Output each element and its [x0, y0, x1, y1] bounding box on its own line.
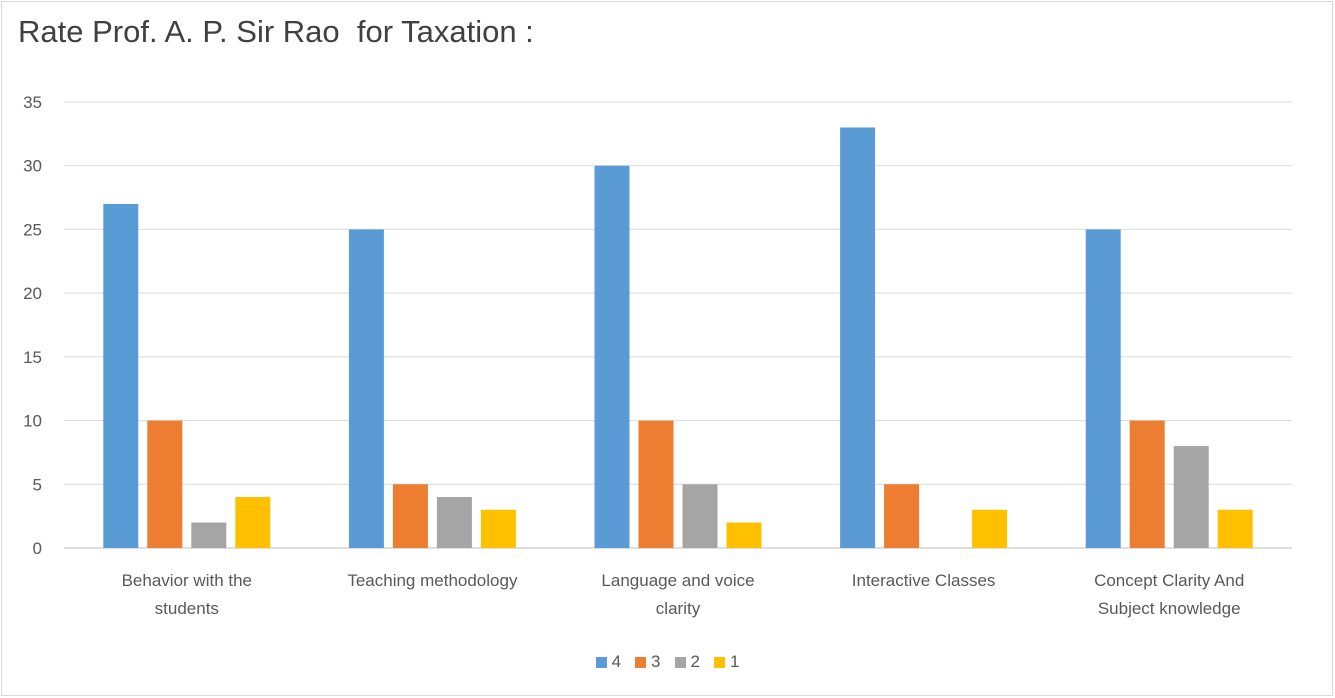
bar-series-2: [191, 522, 227, 548]
bar-series-2: [1173, 446, 1209, 548]
x-category-label: Behavior with the students: [122, 571, 252, 618]
bar-series-4: [103, 203, 139, 548]
legend-label: 1: [729, 652, 740, 671]
x-category-label: Language and voice clarity: [601, 571, 754, 618]
bar-series-2: [682, 484, 718, 548]
y-tick-label: 20: [23, 284, 42, 303]
bar-series-3: [884, 484, 920, 548]
legend-swatch: [635, 656, 647, 668]
legend-swatch: [713, 656, 725, 668]
bar-series-4: [594, 165, 630, 548]
legend-label: 4: [611, 652, 622, 671]
chart-title: Rate Prof. A. P. Sir Rao for Taxation :: [18, 14, 534, 49]
bar-series-4: [1085, 229, 1121, 548]
bar-series-1: [972, 509, 1008, 548]
bar-series-1: [480, 509, 516, 548]
legend-item: 4: [595, 652, 622, 672]
y-tick-label: 0: [33, 539, 42, 558]
bar-series-3: [1129, 420, 1165, 548]
bar-series-1: [235, 497, 271, 548]
x-category-label: Concept Clarity And Subject knowledge: [1094, 571, 1244, 618]
y-tick-label: 30: [23, 157, 42, 176]
legend-label: 2: [690, 652, 700, 671]
y-tick-label: 10: [23, 412, 42, 431]
legend-item: 3: [635, 652, 661, 672]
legend-swatch: [595, 656, 607, 668]
y-tick-label: 25: [23, 220, 42, 239]
legend-item: 1: [713, 652, 740, 672]
x-category-label: Interactive Classes: [852, 571, 996, 590]
legend-label: 3: [651, 652, 661, 671]
legend: 4 3 2 1: [0, 652, 1335, 672]
y-tick-label: 5: [33, 475, 42, 494]
legend-swatch: [674, 656, 686, 668]
bar-series-4: [348, 229, 384, 548]
bar-series-3: [392, 484, 428, 548]
y-axis-ticks: 0 5 10 15 20 25 30 35: [23, 93, 42, 558]
bar-series-1: [726, 522, 762, 548]
y-tick-label: 35: [23, 93, 42, 112]
bar-series-3: [638, 420, 674, 548]
bar-series-2: [436, 497, 472, 548]
bars: [103, 127, 1253, 548]
legend-item: 2: [674, 652, 700, 672]
x-axis-labels: Behavior with the students Teaching method…: [122, 571, 1245, 618]
bar-series-1: [1217, 509, 1253, 548]
y-tick-label: 15: [23, 348, 42, 367]
bar-series-3: [147, 420, 183, 548]
bar-series-4: [840, 127, 876, 548]
x-category-label: Teaching methodology: [347, 571, 518, 590]
